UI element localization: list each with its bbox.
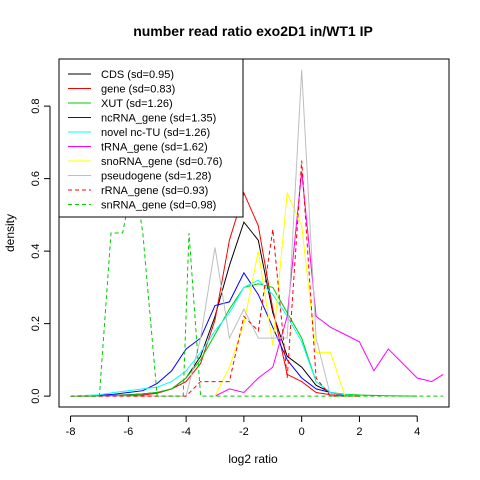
series-line-9 <box>70 160 360 397</box>
series-line-10 <box>70 174 444 397</box>
legend-entry: snRNA_gene (sd=0.98) <box>101 200 216 212</box>
legend-entry: gene (sd=0.83) <box>101 84 175 96</box>
legend-entry: rRNA_gene (sd=0.93) <box>101 185 208 197</box>
x-axis-label: log2 ratio <box>228 452 278 466</box>
chart-title: number read ratio exo2D1 in/WT1 IP <box>133 23 373 39</box>
legend-entry: snoRNA_gene (sd=0.76) <box>101 156 222 168</box>
x-tick-label: -6 <box>123 426 133 438</box>
series-line-2 <box>70 191 360 397</box>
legend-entry: tRNA_gene (sd=1.62) <box>101 142 208 154</box>
series-layer <box>70 69 444 397</box>
legend-entry: XUT (sd=1.26) <box>101 98 173 110</box>
legend: CDS (sd=0.95) gene (sd=0.83) XUT (sd=1.26)… <box>58 58 244 218</box>
legend-entry: ncRNA_gene (sd=1.35) <box>101 113 216 125</box>
x-tick-label: -4 <box>181 426 191 438</box>
legend-entry: pseudogene (sd=1.28) <box>101 171 211 183</box>
series-line-8 <box>70 69 360 397</box>
y-tick-label: 0.4 <box>30 243 42 258</box>
y-tick-label: 0.8 <box>30 98 42 113</box>
x-tick-label: 4 <box>414 426 420 438</box>
y-tick-label: 0.6 <box>30 171 42 186</box>
series-line-6 <box>214 171 444 397</box>
legend-entry: novel nc-TU (sd=1.26) <box>101 127 210 139</box>
legend-box <box>58 58 244 218</box>
y-tick-label: 0.0 <box>30 388 42 403</box>
x-tick-label: -8 <box>66 426 76 438</box>
series-line-4 <box>70 271 360 397</box>
plot-area-frame <box>58 58 450 408</box>
x-tick-label: 0 <box>299 426 305 438</box>
series-line-5 <box>70 279 360 397</box>
x-tick-label: -2 <box>239 426 249 438</box>
axes: -8 -6 -4 -2 0 2 4 0.0 0.2 0.4 0.6 0.8 <box>30 98 420 438</box>
series-line-7 <box>214 191 346 397</box>
y-axis-label: density <box>3 214 17 252</box>
y-tick-label: 0.2 <box>30 316 42 331</box>
x-tick-label: 2 <box>356 426 362 438</box>
legend-entry: CDS (sd=0.95) <box>101 69 174 81</box>
